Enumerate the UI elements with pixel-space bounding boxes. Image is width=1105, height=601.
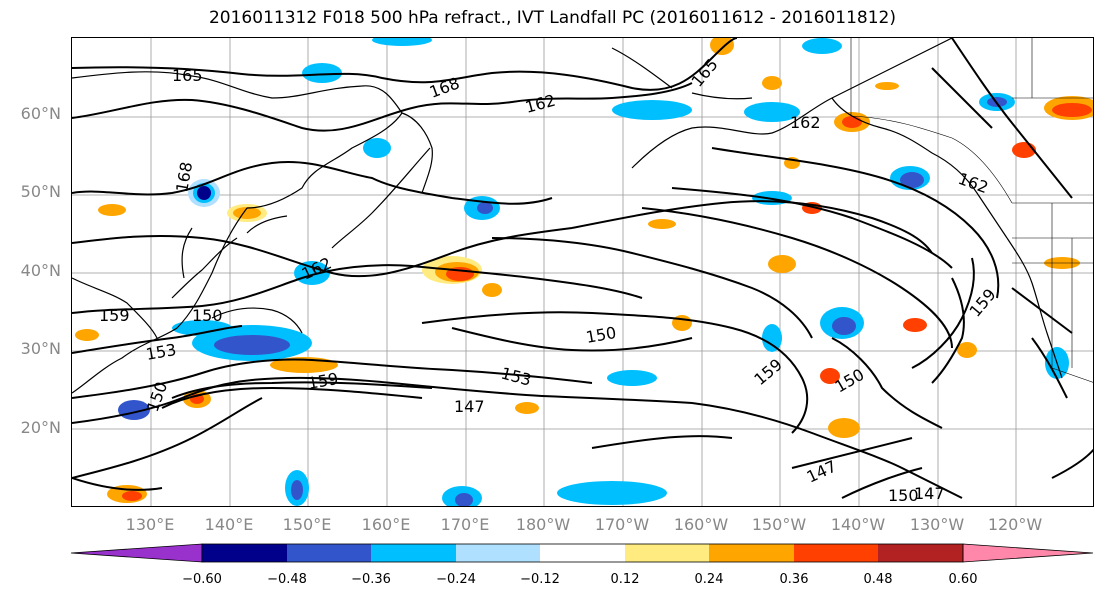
coastlines	[72, 38, 1063, 394]
colorbar-tick-label: −0.36	[351, 572, 391, 587]
contour-label: 147	[914, 484, 945, 503]
colorbar-tick-label: −0.24	[436, 572, 476, 587]
lon-label: 170°W	[594, 515, 650, 534]
colorbar-tick-label: 0.24	[694, 572, 724, 587]
lon-label: 180°W	[515, 515, 571, 534]
colorbar-segment	[709, 544, 794, 562]
colorbar-tick-label: −0.48	[267, 572, 307, 587]
colorbar-tick-label: −0.60	[182, 572, 222, 587]
colorbar-tick-label: −0.12	[520, 572, 560, 587]
colorbar-segment	[287, 544, 371, 562]
contour-label: 162	[956, 169, 991, 197]
contour-label: 159	[966, 285, 1000, 321]
colorbar-extend-low	[71, 543, 203, 563]
colorbar-segment	[625, 544, 709, 562]
anomaly-fills	[75, 38, 1093, 506]
lon-label: 160°E	[361, 515, 411, 534]
lon-label: 160°W	[673, 515, 729, 534]
lat-label: 40°N	[20, 261, 61, 280]
map-panel: 165 168 162 165 162 162 168 162 159 150 …	[71, 37, 1094, 507]
colorbar-segment	[794, 544, 878, 562]
colorbar-tick-label: 0.12	[610, 572, 640, 587]
contour-label: 162	[523, 91, 557, 117]
lon-label: 140°E	[204, 515, 254, 534]
map-title: 2016011312 F018 500 hPa refract., IVT La…	[208, 8, 896, 28]
colorbar-tick-label: 0.60	[948, 572, 978, 587]
contour-label: 150	[584, 323, 617, 347]
contour-label: 165	[688, 55, 722, 91]
colorbar	[71, 543, 1094, 563]
contour-label: 153	[144, 340, 177, 364]
contour-label: 150	[143, 379, 171, 414]
lat-label: 50°N	[20, 182, 61, 201]
contour-label: 159	[750, 355, 786, 389]
contour-label: 147	[804, 456, 840, 486]
lon-label: 150°W	[751, 515, 807, 534]
lon-label: 130°E	[125, 515, 175, 534]
contour-label: 147	[454, 397, 485, 416]
lat-label: 60°N	[20, 104, 61, 123]
lat-label: 30°N	[20, 339, 61, 358]
contour-label: 150	[832, 365, 868, 397]
borders	[850, 38, 1093, 383]
lon-label: 170°E	[440, 515, 490, 534]
colorbar-tick-label: 0.48	[863, 572, 893, 587]
contour-label: 165	[172, 66, 203, 85]
lon-label: 140°W	[830, 515, 886, 534]
lon-label: 150°E	[282, 515, 332, 534]
colorbar-segment	[878, 544, 963, 562]
lon-label: 130°W	[909, 515, 965, 534]
contour-label: 150	[888, 486, 919, 505]
colorbar-tick-label: 0.36	[779, 572, 809, 587]
contour-label: 162	[790, 113, 821, 132]
colorbar-segments	[71, 543, 1094, 563]
colorbar-segment	[540, 544, 625, 562]
contour-label: 153	[499, 364, 533, 390]
colorbar-segment	[456, 544, 540, 562]
height-contours	[72, 38, 1093, 499]
colorbar-extend-high	[962, 543, 1094, 563]
colorbar-outline	[201, 543, 964, 563]
graticule	[72, 38, 1093, 506]
colorbar-segment	[371, 544, 456, 562]
lat-label: 20°N	[20, 418, 61, 437]
contour-label: 168	[427, 73, 462, 101]
contour-label: 159	[99, 306, 130, 325]
contour-label: 150	[192, 306, 223, 325]
colorbar-segment	[202, 544, 287, 562]
map-canvas: 165 168 162 165 162 162 168 162 159 150 …	[72, 38, 1093, 506]
lon-label: 120°W	[987, 515, 1043, 534]
